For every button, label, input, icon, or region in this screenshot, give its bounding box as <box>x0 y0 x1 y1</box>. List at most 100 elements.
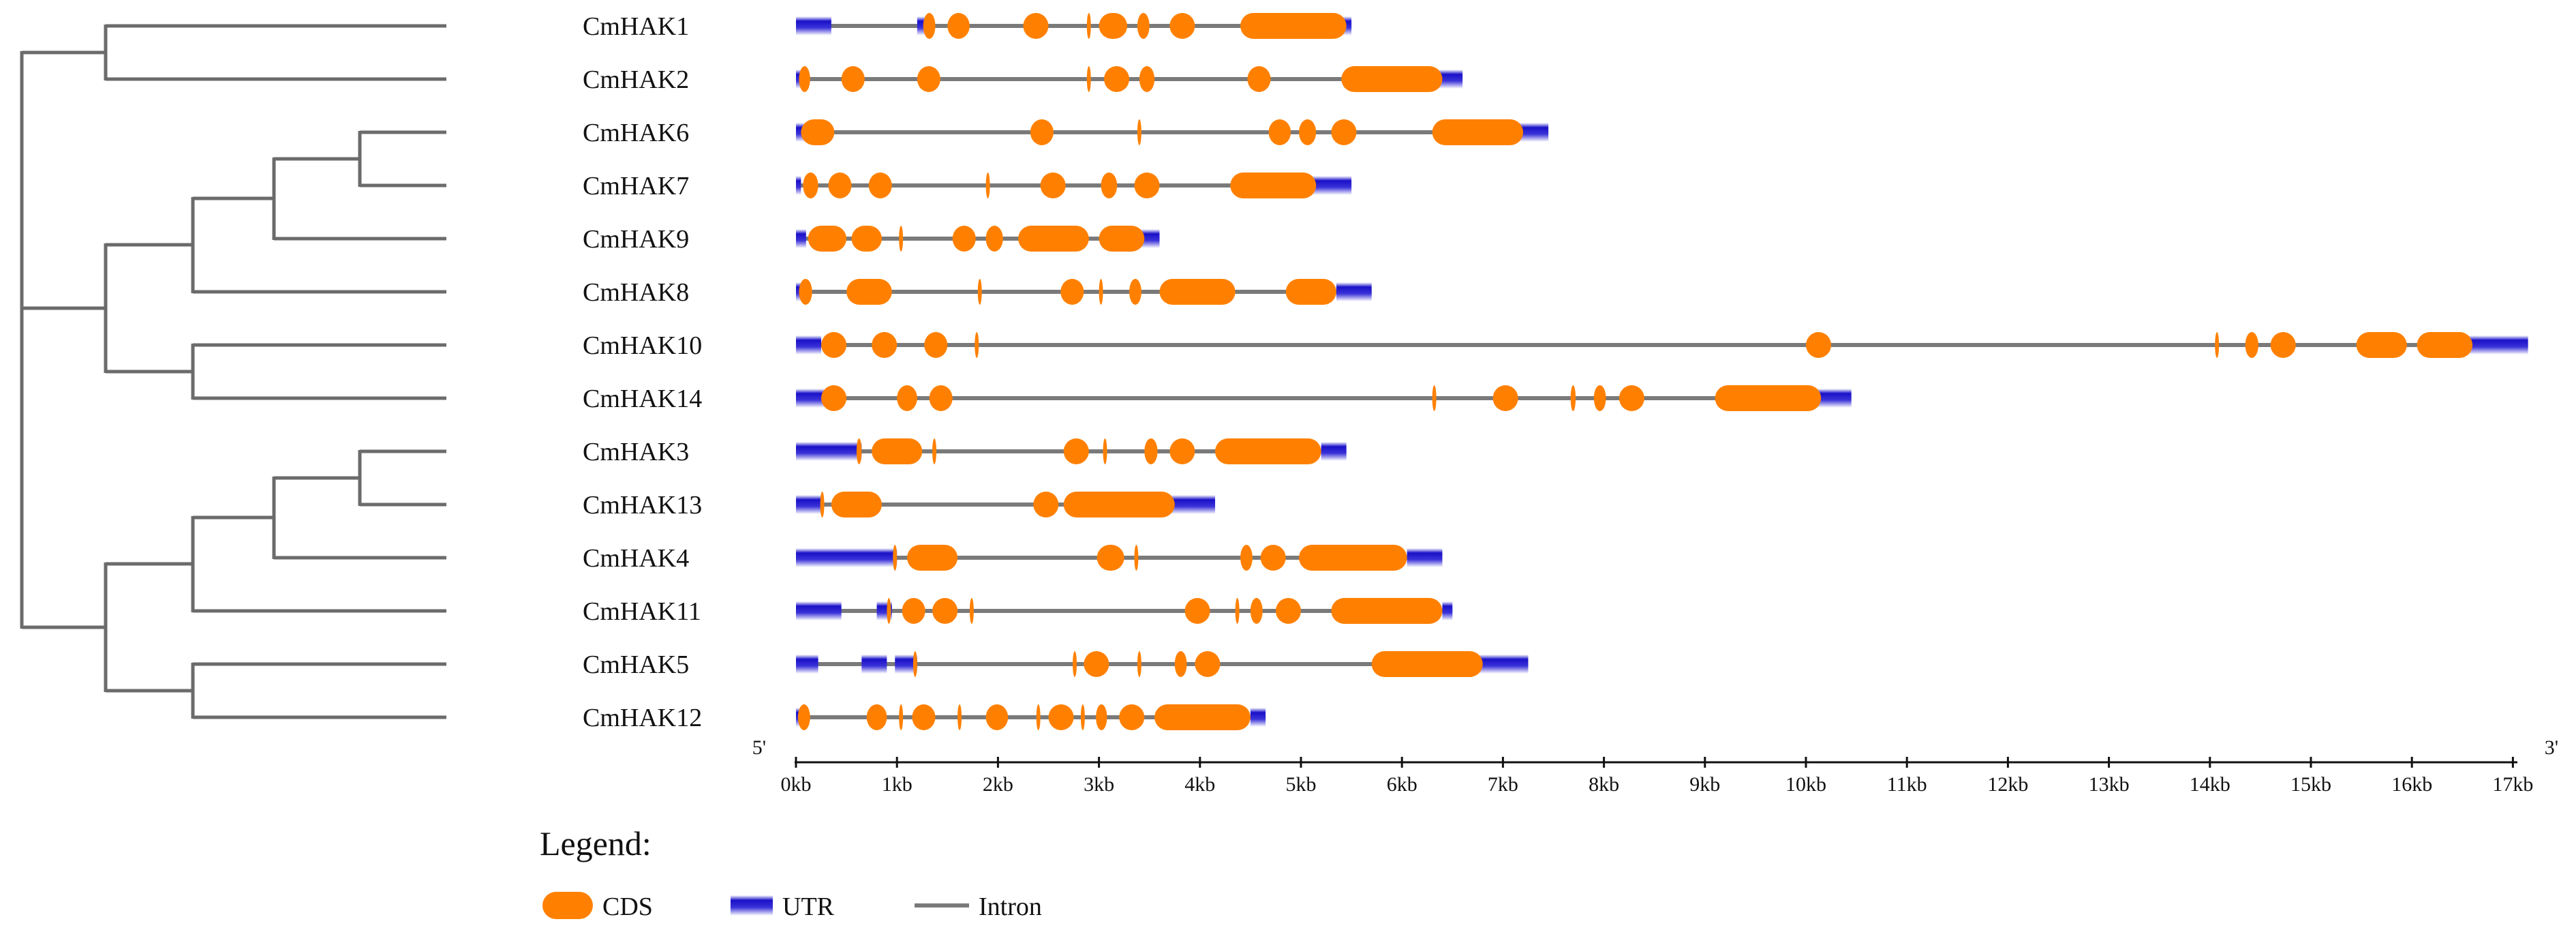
cds-exon <box>1097 545 1124 571</box>
utr-segment <box>1169 495 1216 514</box>
five-prime-label: 5' <box>752 736 766 759</box>
gene-row: CmHAK2 <box>583 65 1463 94</box>
cds-exon <box>1371 651 1483 677</box>
cds-exon <box>797 704 810 730</box>
utr-segment <box>796 176 801 195</box>
cds-exon <box>1159 279 1236 305</box>
axis-tick-label: 0kb <box>781 773 812 796</box>
cds-exon <box>893 545 898 571</box>
cds-exon <box>985 704 1009 730</box>
axis-tick-label: 17kb <box>2492 773 2533 796</box>
cds-exon <box>1169 438 1195 464</box>
cds-exon <box>1619 385 1644 411</box>
utr-segment <box>1310 176 1352 195</box>
gene-row: CmHAK8 <box>583 278 1372 307</box>
gene-label: CmHAK8 <box>583 278 689 307</box>
three-prime-label: 3' <box>2545 736 2558 759</box>
cds-exon <box>1137 13 1150 39</box>
phylogenetic-tree <box>20 24 446 719</box>
gene-row: CmHAK1 <box>583 12 1352 41</box>
cds-exon <box>913 651 917 677</box>
cds-exon <box>856 438 862 464</box>
cds-exon <box>1104 66 1130 92</box>
gene-row: CmHAK12 <box>583 704 1266 732</box>
utr-segment <box>796 70 801 89</box>
cds-exon <box>917 66 940 92</box>
gene-row: CmHAK9 <box>583 225 1160 254</box>
cds-exon <box>2417 332 2473 358</box>
cds-exon <box>1432 119 1524 145</box>
cds-exon <box>846 279 892 305</box>
kb-axis: 5' 3' 0kb 1kb 2kb 3kb 4kb 5kb 6kb 7kb 8kb 9kb 10kb… <box>752 736 2558 796</box>
utr-segment <box>1477 655 1529 674</box>
gene-rows: CmHAK1 CmHAK2 CmHAK6 CmHAK7 CmHAK9 CmHAK8 CmHA… <box>583 12 2528 732</box>
cds-exon <box>821 385 847 411</box>
cds-exon <box>985 172 990 198</box>
gene-label: CmHAK1 <box>583 12 689 41</box>
legend: Legend: CDS UTR Intron <box>540 824 1042 921</box>
axis-tick-label: 13kb <box>2089 773 2130 796</box>
gene-label: CmHAK3 <box>583 438 689 466</box>
cds-exon <box>866 704 887 730</box>
utr-segment <box>796 442 862 461</box>
utr-segment <box>796 335 822 355</box>
axis-tick-label: 16kb <box>2391 773 2432 796</box>
cds-exon <box>1119 704 1145 730</box>
utr-segment <box>796 601 842 620</box>
cds-exon <box>907 545 958 571</box>
cds-exon <box>803 172 818 198</box>
cds-exon <box>923 13 936 39</box>
legend-utr-swatch <box>731 895 773 916</box>
axis-tick-label: 9kb <box>1689 773 1720 796</box>
cds-exon <box>1144 438 1158 464</box>
axis-tick-label: 11kb <box>1887 773 1927 796</box>
utr-segment <box>1250 708 1266 727</box>
axis-tick-label: 15kb <box>2290 773 2331 796</box>
cds-exon <box>1299 119 1317 145</box>
axis-tick-label: 14kb <box>2190 773 2230 796</box>
axis-tick-label: 5kb <box>1286 773 1317 796</box>
gene-label: CmHAK10 <box>583 331 702 360</box>
cds-exon <box>1593 385 1606 411</box>
cds-exon <box>1331 119 1357 145</box>
cds-exon <box>1260 545 1286 571</box>
cds-exon <box>1048 704 1074 730</box>
utr-segment <box>917 16 925 35</box>
cds-exon <box>1715 385 1822 411</box>
utr-segment <box>1336 282 1372 301</box>
cds-exon <box>1134 172 1160 198</box>
gene-label: CmHAK12 <box>583 704 702 732</box>
cds-exon <box>808 226 847 252</box>
utr-segment <box>796 495 822 514</box>
cds-exon <box>1184 598 1210 624</box>
utr-segment <box>796 548 898 567</box>
cds-exon <box>1099 279 1103 305</box>
cds-exon <box>1080 704 1085 730</box>
cds-exon <box>828 172 852 198</box>
cds-exon <box>1331 598 1443 624</box>
gene-row: CmHAK13 <box>583 491 1216 520</box>
cds-exon <box>1432 385 1437 411</box>
axis-tick-label: 10kb <box>1785 773 1826 796</box>
cds-exon <box>1063 438 1089 464</box>
gene-row: CmHAK6 <box>583 119 1549 147</box>
cds-exon <box>1084 651 1109 677</box>
gene-label: CmHAK6 <box>583 119 689 147</box>
cds-exon <box>1285 279 1336 305</box>
cds-exon <box>1099 226 1145 252</box>
cds-exon <box>975 332 979 358</box>
utr-segment <box>796 655 818 674</box>
cds-exon <box>1215 438 1321 464</box>
utr-segment <box>861 655 887 674</box>
cds-exon <box>985 226 1003 252</box>
cds-exon <box>868 172 892 198</box>
legend-cds-swatch <box>542 892 593 919</box>
cds-exon <box>801 119 835 145</box>
cds-exon <box>1033 492 1059 518</box>
cds-exon <box>1030 119 1054 145</box>
cds-exon <box>872 332 898 358</box>
cds-exon <box>924 332 948 358</box>
gene-label: CmHAK2 <box>583 65 689 94</box>
cds-exon <box>932 598 958 624</box>
cds-exon <box>899 226 904 252</box>
